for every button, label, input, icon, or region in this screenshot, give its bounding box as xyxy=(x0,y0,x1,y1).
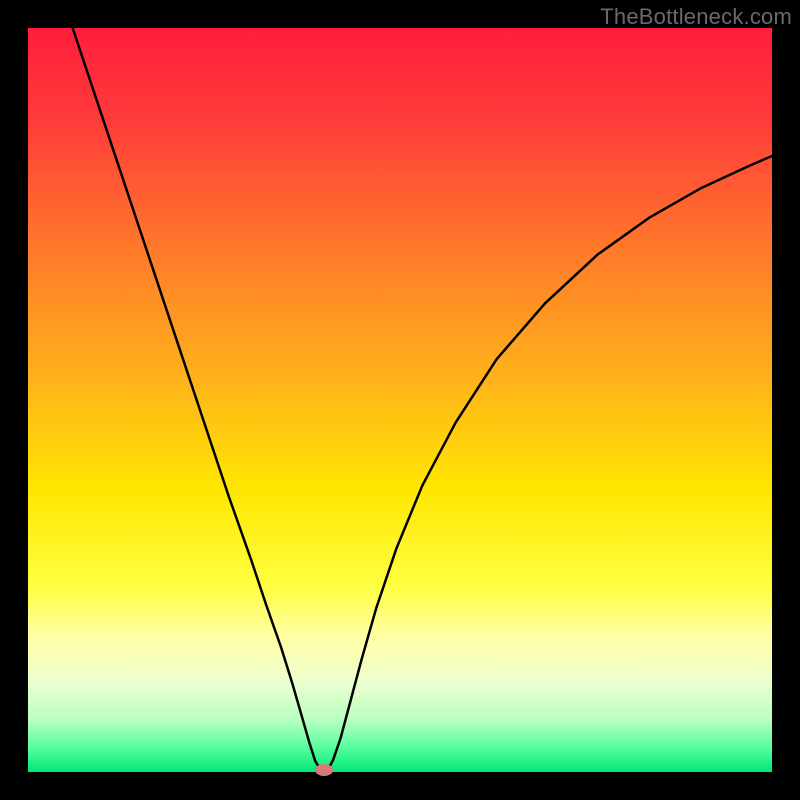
chart-container: TheBottleneck.com xyxy=(0,0,800,800)
bottleneck-chart xyxy=(0,0,800,800)
watermark-text: TheBottleneck.com xyxy=(600,4,792,30)
plot-background xyxy=(28,28,772,772)
optimal-point-marker xyxy=(315,764,333,776)
